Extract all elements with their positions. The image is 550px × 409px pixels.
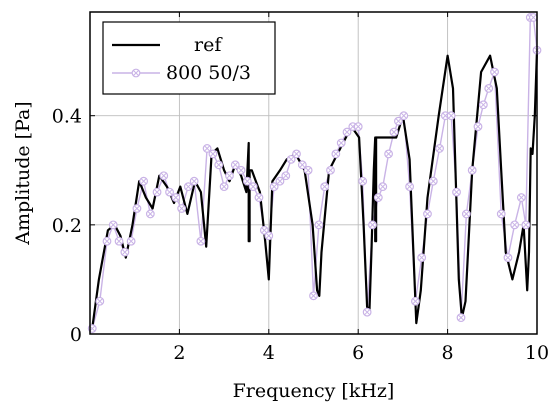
x-axis-title: Frequency [kHz] [233,380,395,402]
data-point-800-50-3 [208,149,218,159]
data-point-800-50-3 [452,187,461,197]
data-point-800-50-3 [394,116,403,126]
data-point-800-50-3 [214,160,224,170]
data-point-800-50-3 [353,122,363,132]
data-point-800-50-3 [417,253,427,262]
data-point-800-50-3 [399,111,409,121]
data-point-800-50-3 [456,313,466,323]
data-point-800-50-3 [177,204,187,213]
legend-box [102,21,276,95]
x-tick-label: 10 [525,342,549,364]
data-point-800-50-3 [225,171,234,181]
data-point-800-50-3 [405,182,415,192]
y-tick-label: 0.4 [52,106,82,128]
data-point-800-50-3 [529,13,538,22]
data-point-800-50-3 [292,149,301,159]
data-point-800-50-3 [165,187,174,197]
data-point-800-50-3 [248,182,258,192]
data-point-800-50-3 [503,253,513,262]
data-point-800-50-3 [358,176,368,186]
data-point-800-50-3 [108,220,118,230]
data-point-800-50-3 [269,182,279,192]
legend-label-800-50-3: 800 50/3 [166,62,251,84]
data-point-800-50-3 [171,193,181,202]
data-point-800-50-3 [145,209,155,219]
plot-frame [89,11,538,335]
data-point-800-50-3 [202,144,212,153]
data-point-800-50-3 [428,176,438,186]
data-point-800-50-3 [120,247,130,257]
data-point-800-50-3 [189,176,199,186]
data-point-800-50-3 [281,171,291,181]
data-point-800-50-3 [183,182,193,192]
data-point-800-50-3 [362,307,372,317]
series-line-ref [91,50,539,329]
data-point-800-50-3 [336,138,346,148]
data-point-800-50-3 [95,296,105,306]
data-point-800-50-3 [242,176,252,186]
data-point-800-50-3 [326,165,335,175]
data-point-800-50-3 [114,236,124,246]
data-point-800-50-3 [423,209,432,219]
data-point-800-50-3 [378,182,388,192]
legend-marker-icon [131,68,141,78]
data-point-800-50-3 [473,122,483,132]
y-tick-label: 0.2 [52,215,82,237]
data-point-800-50-3 [254,193,264,202]
x-tick-label: 4 [263,342,275,364]
data-point-800-50-3 [314,220,324,230]
data-point-800-50-3 [275,176,285,186]
x-tick-label: 6 [352,342,364,364]
data-point-800-50-3 [102,236,112,246]
data-point-800-50-3 [461,209,471,219]
data-point-800-50-3 [484,84,494,93]
data-point-800-50-3 [389,127,399,137]
data-point-800-50-3 [331,149,341,159]
data-point-800-50-3 [286,154,296,164]
data-point-800-50-3 [320,182,330,192]
data-point-800-50-3 [309,291,318,301]
data-point-800-50-3 [411,296,420,306]
data-point-800-50-3 [496,209,506,219]
legend-label-ref: ref [194,34,223,56]
legend-marker-800-50-3 [131,68,141,78]
y-tick-label: 0 [70,324,82,346]
data-point-800-50-3 [435,144,444,153]
data-point-800-50-3 [490,67,499,77]
data-point-800-50-3 [236,165,246,175]
data-point-800-50-3 [230,160,240,170]
data-point-800-50-3 [264,231,274,241]
data-point-800-50-3 [159,171,169,181]
data-point-800-50-3 [126,236,136,246]
legend: ref 800 50/3 [102,21,276,95]
data-point-800-50-3 [196,236,206,246]
axis-ticks: 2 4 6 8 10 0 0.2 0.4 [52,12,549,364]
y-axis-title: Amplitude [Pa] [12,101,34,245]
data-point-800-50-3 [521,220,531,230]
x-tick-label: 2 [173,342,185,364]
data-point-800-50-3 [303,165,313,175]
data-point-800-50-3 [478,100,488,110]
data-point-800-50-3 [384,149,393,159]
x-tick-label: 8 [442,342,454,364]
data-point-800-50-3 [342,127,352,137]
data-point-800-50-3 [139,176,149,186]
data-point-800-50-3 [516,193,526,202]
data-point-800-50-3 [297,160,307,170]
data-point-800-50-3 [373,193,383,202]
data-point-800-50-3 [368,220,377,230]
data-point-800-50-3 [219,182,229,192]
data-point-800-50-3 [152,187,162,197]
data-point-800-50-3 [132,204,142,213]
data-point-800-50-3 [467,165,477,175]
data-point-800-50-3 [510,220,520,230]
series-layer [87,13,542,333]
data-point-800-50-3 [446,111,456,121]
